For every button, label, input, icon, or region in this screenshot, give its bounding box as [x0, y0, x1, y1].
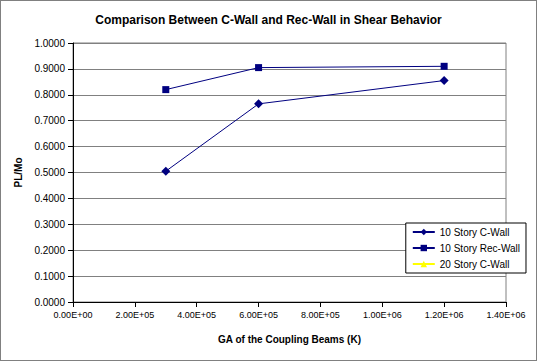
svg-text:0.00E+00: 0.00E+00 [54, 310, 93, 320]
svg-text:1.20E+06: 1.20E+06 [425, 310, 464, 320]
svg-text:0.8000: 0.8000 [34, 89, 65, 100]
svg-text:1.0000: 1.0000 [34, 38, 65, 49]
svg-text:1.00E+06: 1.00E+06 [363, 310, 402, 320]
svg-text:Comparison Between C-Wall and: Comparison Between C-Wall and Rec-Wall i… [95, 13, 442, 27]
svg-text:8.00E+05: 8.00E+05 [301, 310, 340, 320]
svg-text:0.0000: 0.0000 [34, 297, 65, 308]
svg-text:0.5000: 0.5000 [34, 167, 65, 178]
svg-text:PL/Mo: PL/Mo [13, 158, 24, 188]
svg-text:6.00E+05: 6.00E+05 [239, 310, 278, 320]
svg-text:0.2000: 0.2000 [34, 245, 65, 256]
svg-text:0.3000: 0.3000 [34, 219, 65, 230]
svg-text:20 Story C-Wall: 20 Story C-Wall [440, 259, 510, 270]
svg-text:0.4000: 0.4000 [34, 193, 65, 204]
svg-text:10 Story C-Wall: 10 Story C-Wall [440, 227, 510, 238]
svg-text:2.00E+05: 2.00E+05 [115, 310, 154, 320]
svg-text:10 Story Rec-Wall: 10 Story Rec-Wall [440, 243, 520, 254]
svg-text:1.40E+06: 1.40E+06 [487, 310, 526, 320]
svg-text:4.00E+05: 4.00E+05 [177, 310, 216, 320]
svg-text:0.9000: 0.9000 [34, 63, 65, 74]
svg-text:0.7000: 0.7000 [34, 115, 65, 126]
svg-text:0.1000: 0.1000 [34, 271, 65, 282]
svg-text:GA of the Coupling Beams (K): GA of the Coupling Beams (K) [218, 334, 361, 345]
svg-text:0.6000: 0.6000 [34, 141, 65, 152]
